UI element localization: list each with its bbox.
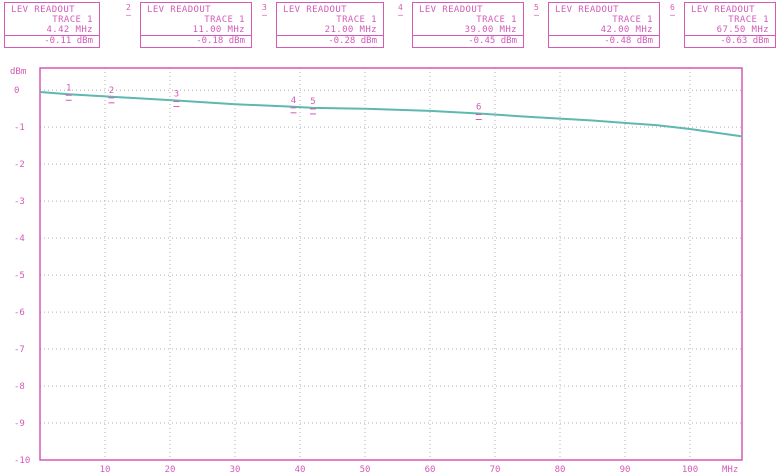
readout-trace: TRACE 1	[52, 15, 93, 25]
readout-level-5: -0.48 dBm	[548, 36, 660, 48]
marker-2: 2	[108, 86, 115, 104]
readout-frequency: 42.00 MHz	[600, 25, 653, 35]
y-tick-label: -2	[14, 160, 25, 170]
axes: 10 20 30 40 50 60 70 80 90 100 0 -1 -2 -3 -4 -5 -6 -7 -8 -9…	[14, 86, 698, 475]
readout-box-3: LEV READOUT TRACE 1 21.00 MHz	[276, 2, 384, 36]
marker-label: 1	[66, 83, 71, 93]
y-tick-label: -6	[14, 308, 25, 318]
readout-box-6: LEV READOUT TRACE 1 67.50 MHz	[684, 2, 776, 36]
y-tick-label: -10	[14, 456, 30, 466]
readout-trace: TRACE 1	[612, 15, 653, 25]
markers: 1 2 3 4 5 6	[65, 83, 482, 120]
y-tick-label: -1	[14, 123, 25, 133]
y-tick-label: -3	[14, 197, 25, 207]
y-tick-label: -4	[14, 234, 25, 244]
grid	[40, 68, 742, 461]
y-tick-label: 0	[14, 86, 19, 96]
readout-trace: TRACE 1	[336, 15, 377, 25]
y-tick-label: -8	[14, 382, 25, 392]
readout-bar: LEV READOUT TRACE 1 4.42 MHz LEV READOUT…	[0, 0, 776, 64]
readout-marker-2: 2 ─	[126, 3, 131, 20]
readout-box-1: LEV READOUT TRACE 1 4.42 MHz	[4, 2, 100, 36]
readout-marker-3: 3 ─	[262, 3, 267, 20]
series	[39, 91, 743, 138]
readout-level-3: -0.28 dBm	[276, 36, 384, 48]
x-tick-label: 60	[425, 465, 436, 475]
readout-marker-5: 5 ─	[534, 3, 539, 20]
readout-trace: TRACE 1	[728, 15, 769, 25]
plot-frame	[39, 67, 743, 461]
readout-trace: TRACE 1	[476, 15, 517, 25]
y-unit-label: dBm	[10, 67, 26, 77]
trace-line-1	[39, 91, 743, 138]
marker-4: 4	[290, 96, 297, 114]
readout-title: LEV READOUT	[555, 5, 620, 15]
readout-frequency: 11.00 MHz	[192, 25, 245, 35]
readout-level-4: -0.45 dBm	[412, 36, 524, 48]
readout-box-2: LEV READOUT TRACE 1 11.00 MHz	[140, 2, 252, 36]
marker-6: 6	[475, 102, 482, 120]
readout-title: LEV READOUT	[147, 5, 212, 15]
readout-frequency: 21.00 MHz	[324, 25, 377, 35]
readout-frequency: 39.00 MHz	[464, 25, 517, 35]
x-tick-label: 40	[295, 465, 306, 475]
x-tick-label: 100	[682, 465, 698, 475]
readout-level-1: -0.11 dBm	[4, 36, 100, 48]
readout-title: LEV READOUT	[691, 5, 756, 15]
x-tick-label: 20	[165, 465, 176, 475]
x-tick-label: 70	[490, 465, 501, 475]
readout-title: LEV READOUT	[419, 5, 484, 15]
x-tick-label: 10	[100, 465, 111, 475]
readout-title: LEV READOUT	[283, 5, 348, 15]
marker-label: 3	[174, 90, 179, 100]
marker-label: 2	[109, 86, 114, 96]
readout-title: LEV READOUT	[11, 5, 76, 15]
x-tick-label: 90	[620, 465, 631, 475]
readout-box-4: LEV READOUT TRACE 1 39.00 MHz	[412, 2, 524, 36]
y-tick-label: -9	[14, 419, 25, 429]
readout-frequency: 67.50 MHz	[716, 25, 769, 35]
y-tick-label: -7	[14, 345, 25, 355]
x-tick-label: 30	[230, 465, 241, 475]
readout-marker-6: 6 ─	[670, 3, 675, 20]
readout-frequency: 4.42 MHz	[46, 25, 93, 35]
readout-level-2: -0.18 dBm	[140, 36, 252, 48]
marker-1: 1	[65, 83, 72, 101]
readout-marker-4: 4 ─	[398, 3, 403, 20]
marker-label: 5	[310, 97, 315, 107]
marker-5: 5	[310, 97, 316, 115]
x-tick-label: 80	[555, 465, 566, 475]
marker-label: 6	[476, 102, 481, 112]
readout-trace: TRACE 1	[204, 15, 245, 25]
y-tick-label: -5	[14, 271, 25, 281]
marker-label: 4	[291, 96, 296, 106]
readout-box-5: LEV READOUT TRACE 1 42.00 MHz	[548, 2, 660, 36]
x-tick-label: 50	[360, 465, 371, 475]
marker-3: 3	[173, 90, 180, 108]
x-unit-label: MHz	[722, 465, 738, 475]
